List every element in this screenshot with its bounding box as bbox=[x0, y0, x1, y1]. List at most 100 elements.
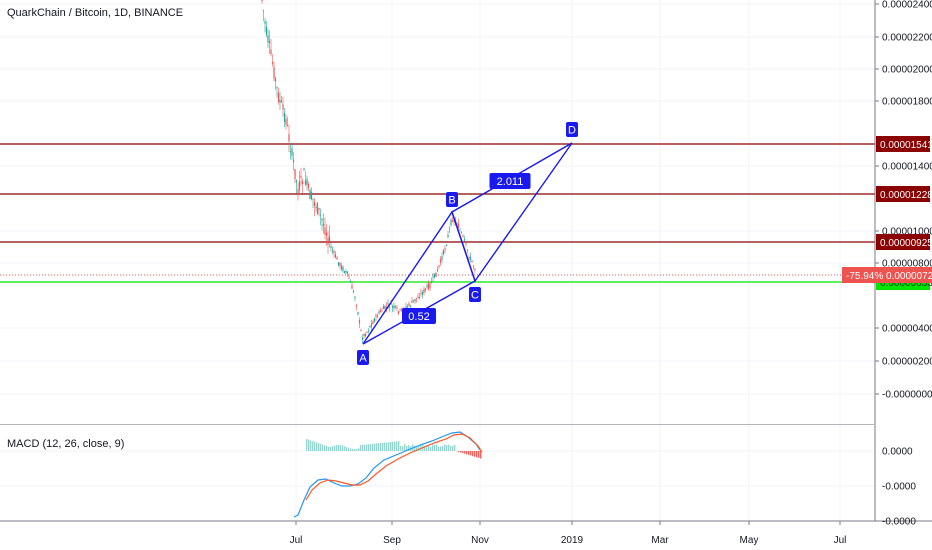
candle bbox=[282, 96, 284, 117]
pattern-ratio-label: 0.52 bbox=[408, 311, 429, 323]
candle bbox=[385, 302, 388, 313]
candle-body bbox=[289, 151, 292, 153]
macd-histogram-bar bbox=[398, 441, 400, 451]
macd-histogram-bar bbox=[392, 441, 394, 451]
candle-body bbox=[409, 305, 412, 307]
candle-body bbox=[408, 303, 410, 306]
candle bbox=[345, 269, 347, 275]
level-tag: 0.00001228 bbox=[876, 186, 932, 202]
macd-histogram-bar bbox=[424, 445, 426, 451]
candle-body bbox=[291, 148, 293, 156]
candle bbox=[315, 203, 317, 213]
macd-histogram-bar bbox=[382, 442, 384, 451]
candle bbox=[346, 271, 349, 277]
candle-body bbox=[322, 223, 325, 227]
candle-body bbox=[328, 236, 331, 242]
candle bbox=[306, 175, 308, 191]
macd-histogram-bar bbox=[472, 451, 474, 457]
candle bbox=[357, 311, 359, 316]
candle-body bbox=[400, 308, 403, 310]
candle bbox=[328, 225, 331, 248]
candle-body bbox=[339, 263, 341, 266]
candle bbox=[265, 20, 268, 38]
candle bbox=[337, 262, 340, 267]
candle-body bbox=[342, 266, 344, 271]
candle-body bbox=[346, 271, 349, 274]
candle bbox=[451, 216, 454, 223]
candle-body bbox=[384, 305, 386, 309]
candle bbox=[361, 334, 364, 344]
candle bbox=[424, 288, 427, 293]
macd-histogram-bar bbox=[436, 444, 438, 451]
x-tick-label: 2019 bbox=[561, 535, 584, 546]
candle bbox=[309, 188, 311, 200]
candle bbox=[433, 273, 436, 279]
macd-histogram-bar bbox=[376, 443, 378, 451]
macd-histogram-bar bbox=[324, 445, 326, 451]
candle-body bbox=[457, 223, 460, 228]
candle bbox=[396, 304, 398, 311]
macd-histogram-bar bbox=[404, 444, 406, 451]
candle-body bbox=[292, 159, 295, 163]
candle-body bbox=[459, 229, 461, 231]
candle-body bbox=[393, 305, 395, 309]
y-tick-label: -0.00000000 bbox=[882, 390, 932, 401]
candle-body bbox=[262, 10, 265, 12]
candle-body bbox=[330, 246, 332, 248]
candle-body bbox=[421, 291, 424, 295]
level-tag-label: 0.00000653 bbox=[880, 278, 932, 289]
candle bbox=[367, 328, 370, 334]
candle bbox=[313, 198, 316, 217]
candle bbox=[399, 308, 401, 312]
candle-body bbox=[336, 257, 338, 260]
macd-histogram-bar bbox=[310, 440, 312, 451]
macd-histogram-bar bbox=[356, 448, 358, 451]
macd-histogram-bar bbox=[338, 445, 340, 451]
candle-body bbox=[448, 227, 451, 229]
candle-body bbox=[363, 333, 365, 336]
candle-body bbox=[270, 49, 272, 55]
macd-line bbox=[293, 431, 481, 518]
candle bbox=[411, 296, 413, 304]
macd-histogram-bar bbox=[396, 441, 398, 451]
candle-body bbox=[333, 251, 335, 253]
candle-body bbox=[327, 238, 329, 245]
candle-body bbox=[382, 306, 385, 309]
macd-histogram-bar bbox=[462, 451, 464, 454]
candle-body bbox=[406, 306, 409, 308]
macd-histogram-bar bbox=[316, 442, 318, 451]
candle bbox=[430, 277, 433, 284]
candle bbox=[300, 167, 302, 186]
candle-body bbox=[375, 314, 377, 317]
candle-body bbox=[381, 310, 383, 312]
level-tag-label: 0.00001228 bbox=[880, 190, 932, 201]
candle-body bbox=[418, 297, 421, 299]
pattern-point-d: D bbox=[566, 122, 578, 137]
abcd-pattern[interactable]: A B C D 0.52 2.011 bbox=[357, 122, 578, 365]
candle bbox=[294, 169, 296, 183]
candle bbox=[333, 248, 335, 258]
candle-body bbox=[370, 323, 373, 327]
candle-body bbox=[442, 249, 445, 255]
macd-title: MACD (12, 26, close, 9) bbox=[7, 438, 125, 450]
macd-histogram-bar bbox=[420, 444, 422, 451]
candle bbox=[375, 313, 377, 322]
candle bbox=[435, 272, 437, 277]
macd-histogram-bar bbox=[452, 446, 454, 451]
pattern-ratio-bg bbox=[402, 308, 436, 324]
candle bbox=[462, 234, 464, 238]
macd-histogram-bar bbox=[318, 443, 320, 451]
candle-body bbox=[462, 235, 464, 237]
pattern-ratio-bg bbox=[489, 173, 531, 189]
candle bbox=[415, 298, 418, 303]
candle bbox=[393, 302, 395, 312]
candle bbox=[304, 171, 307, 187]
candle bbox=[382, 303, 385, 310]
candle-body bbox=[460, 232, 463, 234]
candle bbox=[364, 332, 367, 338]
candle bbox=[334, 251, 337, 259]
macd-histogram-bar bbox=[388, 442, 390, 451]
candle-body bbox=[366, 331, 368, 333]
candle-body bbox=[286, 125, 289, 126]
